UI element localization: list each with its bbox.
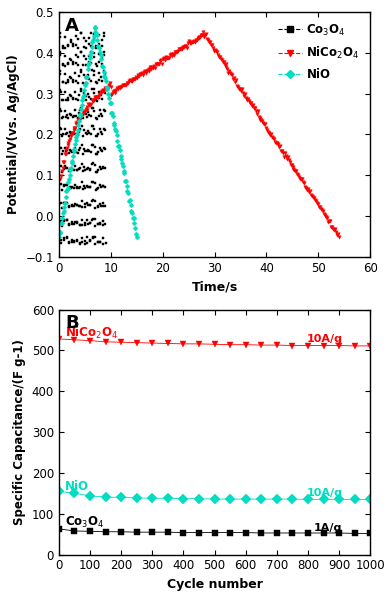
Legend: Co$_3$O$_4$, NiCo$_2$O$_4$, NiO: Co$_3$O$_4$, NiCo$_2$O$_4$, NiO (274, 18, 364, 86)
Text: Co$_3$O$_4$: Co$_3$O$_4$ (65, 514, 104, 529)
Text: A: A (65, 17, 79, 35)
X-axis label: Cycle number: Cycle number (167, 578, 263, 591)
Text: 10A/g: 10A/g (306, 489, 342, 498)
Text: 1A/g: 1A/g (314, 523, 342, 533)
Y-axis label: Potential/V(vs. Ag/AgCl): Potential/V(vs. Ag/AgCl) (7, 54, 20, 214)
Y-axis label: Specific Capacitance/(F g-1): Specific Capacitance/(F g-1) (13, 339, 26, 525)
Text: 10A/g: 10A/g (306, 334, 342, 344)
X-axis label: Time/s: Time/s (191, 280, 238, 294)
Text: NiCo$_2$O$_4$: NiCo$_2$O$_4$ (65, 325, 118, 341)
Text: NiO: NiO (65, 480, 89, 493)
Text: B: B (65, 315, 79, 332)
